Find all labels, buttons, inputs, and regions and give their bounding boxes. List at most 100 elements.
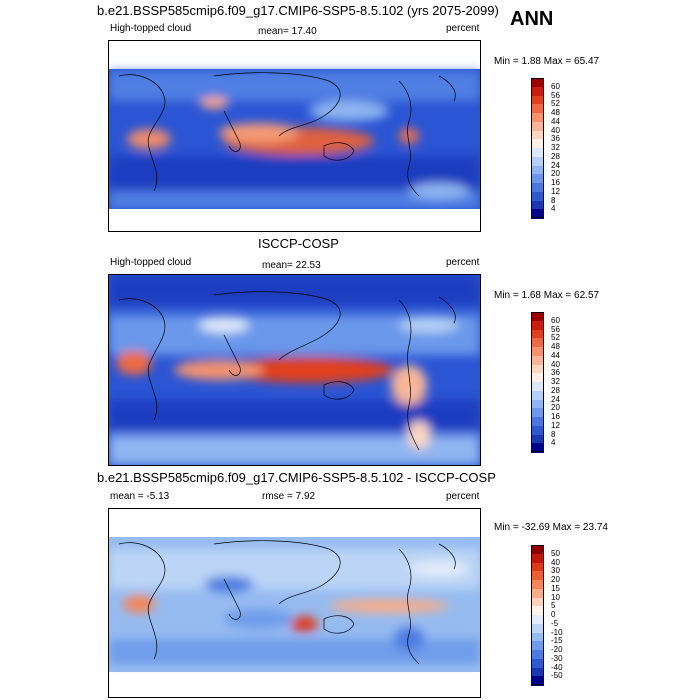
colorbar-swatch	[531, 174, 544, 184]
panel2-mean-label: mean= 22.53	[262, 260, 321, 271]
colorbar-tick-label: 32	[551, 377, 560, 386]
colorbar-frame	[531, 78, 544, 218]
colorbar-swatch	[531, 632, 544, 642]
colorbar-tick-label: 60	[551, 81, 560, 91]
panel1-title: b.e21.BSSP585cmip6.f09_g17.CMIP6-SSP5-8.…	[97, 3, 499, 18]
colorbar-swatch	[531, 667, 544, 677]
colorbar-swatch	[531, 200, 544, 210]
colorbar-swatch	[531, 95, 544, 105]
colorbar-swatch	[531, 399, 544, 409]
colorbar-tick-label: 40	[551, 557, 560, 567]
colorbar-swatch	[531, 676, 544, 686]
colorbar-swatch	[531, 425, 544, 435]
colorbar-tick-label: 8	[551, 195, 556, 205]
colorbar-tick-label: 44	[551, 116, 560, 126]
colorbar-tick-label: 48	[551, 342, 560, 351]
colorbar-tick-label: 15	[551, 583, 560, 593]
colorbar-tick-label: -10	[551, 627, 563, 637]
colorbar-swatch	[531, 615, 544, 625]
colorbar-tick-label: -5	[551, 618, 559, 628]
panel1-units-label: percent	[446, 23, 480, 34]
colorbar-tick-label: 20	[551, 403, 560, 413]
colorbar-tick-label: 20	[551, 575, 560, 584]
colorbar-tick-label: 60	[551, 315, 560, 325]
colorbar-swatch	[531, 86, 544, 96]
colorbar-swatch	[531, 553, 544, 563]
colorbar-swatch	[531, 139, 544, 149]
season-label: ANN	[510, 8, 554, 30]
colorbar-swatch	[531, 417, 544, 427]
panel3-units-label: percent	[446, 491, 480, 502]
colorbar-tick-label: 44	[551, 350, 560, 360]
colorbar-tick-label: 12	[551, 420, 560, 430]
colorbar-swatch	[531, 373, 544, 383]
colorbar-tick-label: 56	[551, 90, 560, 100]
panel1-variable-label: High-topped cloud	[110, 23, 192, 34]
colorbar-swatch	[531, 434, 544, 444]
panel1-map	[108, 40, 481, 232]
colorbar-tick-label: 20	[551, 169, 560, 179]
colorbar-swatch	[531, 658, 544, 668]
panel3-rmse-label: rmse = 7.92	[262, 491, 316, 502]
colorbar-swatch	[531, 606, 544, 616]
panel3-colorbar: 50 40 30 20 15 10 5 0 -5 -10 -15 -20 -30 -40 -50	[531, 545, 591, 693]
colorbar-swatch	[531, 597, 544, 607]
colorbar-tick-label: 36	[551, 134, 560, 144]
panel2-minmax: Min = 1.68 Max = 62.57	[494, 290, 600, 301]
colorbar-tick-label: 28	[551, 385, 560, 395]
panel2-title: ISCCP-COSP	[258, 236, 339, 251]
colorbar-swatch	[531, 364, 544, 374]
colorbar-tick-label: 40	[551, 359, 560, 369]
colorbar-swatch	[531, 113, 544, 123]
colorbar-tick-label: 28	[551, 151, 560, 161]
colorbar-frame	[531, 312, 544, 452]
colorbar-swatch	[531, 390, 544, 400]
colorbar-swatch	[531, 130, 544, 140]
colorbar-swatch	[531, 650, 544, 660]
panel1-mean-label: mean= 17.40	[258, 26, 317, 37]
colorbar-swatch	[531, 148, 544, 158]
colorbar-swatch	[531, 408, 544, 418]
colorbar-tick-label: 5	[551, 601, 556, 611]
colorbar-swatch	[531, 104, 544, 114]
colorbar-tick-label: -50	[551, 671, 563, 681]
colorbar-tick-label: 4	[551, 204, 556, 214]
colorbar-tick-label: 40	[551, 125, 560, 135]
colorbar-swatch	[531, 338, 544, 348]
colorbar-swatch	[531, 183, 544, 193]
colorbar-tick-label: 32	[551, 143, 560, 152]
panel1-colorbar: 60 56 52 48 44 40 36 32 28 24 20 16 12 8 4	[531, 78, 591, 226]
panel2-variable-label: High-topped cloud	[110, 257, 192, 268]
colorbar-tick-label: 4	[551, 438, 556, 448]
colorbar-swatch	[531, 443, 544, 453]
colorbar-tick-label: 16	[551, 412, 560, 421]
colorbar-tick-label: 30	[551, 566, 560, 576]
colorbar-tick-label: -15	[551, 636, 563, 646]
colorbar-tick-label: 52	[551, 333, 560, 343]
panel1-minmax: Min = 1.88 Max = 65.47	[494, 56, 600, 67]
panel3-minmax: Min = -32.69 Max = 23.74	[494, 522, 608, 533]
panel2-map	[108, 274, 481, 466]
colorbar-swatch	[531, 580, 544, 590]
panel3-mean-label: mean = -5.13	[110, 491, 170, 502]
colorbar-tick-label: 50	[551, 548, 560, 558]
colorbar-tick-label: -20	[551, 645, 563, 654]
colorbar-swatch	[531, 382, 544, 392]
colorbar-swatch	[531, 355, 544, 365]
colorbar-swatch	[531, 571, 544, 581]
colorbar-tick-label: 24	[551, 160, 560, 170]
colorbar-swatch	[531, 562, 544, 572]
colorbar-tick-label: 48	[551, 108, 560, 117]
colorbar-swatch	[531, 209, 544, 219]
colorbar-tick-label: -30	[551, 653, 563, 663]
panel2-units-label: percent	[446, 257, 480, 268]
colorbar-tick-label: 36	[551, 368, 560, 378]
colorbar-tick-label: 12	[551, 186, 560, 196]
colorbar-swatch	[531, 623, 544, 633]
colorbar-swatch	[531, 191, 544, 201]
colorbar-tick-label: 10	[551, 592, 560, 602]
colorbar-swatch	[531, 347, 544, 357]
colorbar-swatch	[531, 641, 544, 651]
colorbar-tick-label: 8	[551, 429, 556, 439]
colorbar-swatch	[531, 320, 544, 330]
